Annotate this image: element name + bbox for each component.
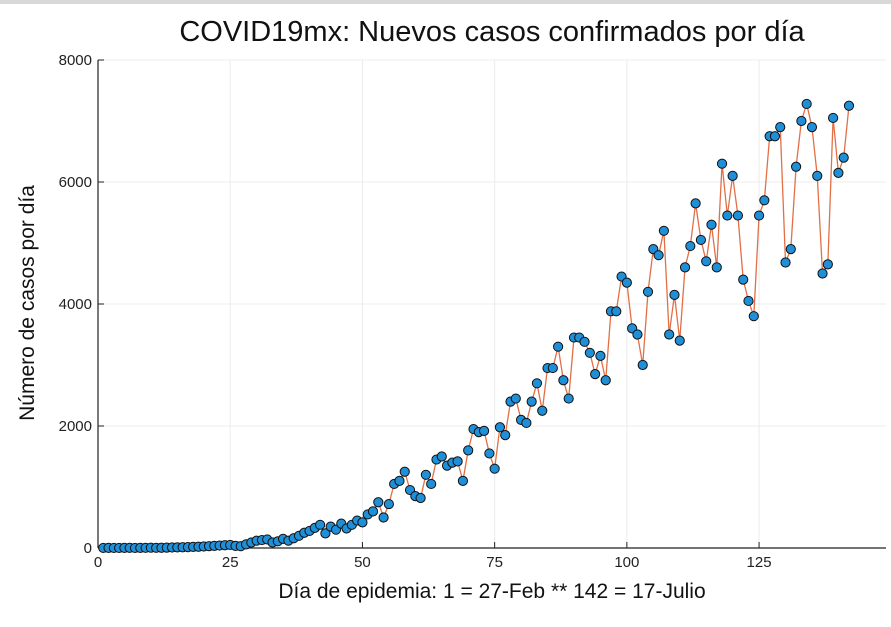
data-point (674, 335, 685, 346)
data-point (796, 115, 807, 127)
data-point (706, 219, 717, 230)
data-point (642, 286, 654, 297)
data-point (611, 306, 622, 317)
data-point (415, 492, 426, 504)
data-point (653, 250, 664, 261)
data-point (838, 152, 849, 163)
data-point (357, 517, 368, 528)
data-point (484, 448, 495, 459)
data-point (759, 195, 770, 206)
data-point (664, 329, 675, 340)
data-point (685, 240, 696, 252)
data-point (531, 378, 543, 389)
x-tick-label: 75 (486, 554, 503, 571)
data-point (367, 506, 379, 517)
data-point (463, 445, 474, 456)
data-point (690, 198, 701, 209)
data-point (812, 170, 823, 181)
grid-lines (97, 59, 886, 549)
data-point (579, 336, 590, 347)
data-point (695, 234, 707, 246)
data-point (828, 112, 839, 124)
data-point (600, 375, 611, 386)
data-points (98, 98, 855, 554)
data-point (521, 417, 532, 429)
data-point (822, 259, 833, 270)
data-point (679, 262, 691, 273)
data-point (753, 210, 765, 221)
data-point (537, 405, 548, 416)
data-point (452, 456, 463, 467)
data-point (769, 131, 781, 142)
data-point (595, 350, 606, 361)
data-point (790, 161, 802, 172)
data-point (510, 393, 521, 404)
data-point (817, 268, 828, 279)
data-point (489, 463, 500, 474)
data-point (315, 519, 326, 530)
data-point (738, 274, 749, 285)
y-tick-label: 4000 (59, 296, 92, 313)
data-point (553, 341, 564, 352)
data-point (732, 210, 744, 221)
data-point (621, 277, 632, 288)
data-point (632, 329, 643, 340)
y-tick-label: 0 (84, 540, 92, 557)
data-point (637, 359, 648, 371)
data-point (785, 244, 796, 255)
data-point (775, 122, 786, 133)
data-point (500, 430, 511, 441)
x-axis-label: Día de epidemia: 1 = 27-Feb ** 142 = 17-… (278, 580, 705, 603)
tick-labels: 0 25 50 75 100 125 0 2000 4000 6000 8000 (59, 52, 772, 571)
data-point (526, 396, 537, 407)
y-axis-label: Número de casos por día (16, 185, 39, 421)
data-point (426, 478, 437, 490)
data-point (669, 289, 680, 300)
data-point (716, 158, 728, 169)
data-point (383, 498, 394, 510)
data-point (394, 475, 405, 486)
x-tick-label: 125 (747, 554, 772, 571)
data-point (833, 167, 844, 178)
window-top-border (0, 0, 891, 4)
data-point (563, 393, 574, 404)
data-point (701, 256, 712, 267)
data-point (590, 369, 601, 380)
data-point (478, 425, 490, 436)
chart-title: COVID19mx: Nuevos casos confirmados por … (179, 16, 805, 48)
x-tick-label: 25 (222, 554, 239, 571)
data-point (420, 469, 431, 480)
data-point (457, 475, 469, 486)
data-point (494, 422, 506, 433)
x-tick-label: 100 (614, 554, 639, 571)
y-tick-label: 2000 (59, 418, 92, 435)
data-point (584, 347, 595, 358)
data-point (780, 257, 791, 268)
data-point (727, 170, 738, 181)
y-tick-label: 6000 (59, 174, 92, 191)
series-line (103, 101, 850, 549)
data-point (399, 466, 410, 477)
data-point (743, 295, 754, 307)
data-point (843, 100, 855, 111)
data-point (711, 262, 722, 273)
data-point (547, 362, 558, 374)
x-tick-label: 0 (94, 554, 102, 571)
data-point (748, 311, 759, 322)
x-tick-label: 50 (354, 554, 371, 571)
data-point (436, 451, 447, 462)
data-point (658, 225, 669, 236)
data-point (806, 122, 818, 133)
data-point (373, 497, 384, 508)
data-point (378, 512, 389, 523)
data-point (801, 98, 812, 110)
data-point (558, 375, 569, 386)
data-point (722, 210, 733, 221)
y-tick-label: 8000 (59, 52, 92, 69)
data-point (320, 528, 331, 539)
